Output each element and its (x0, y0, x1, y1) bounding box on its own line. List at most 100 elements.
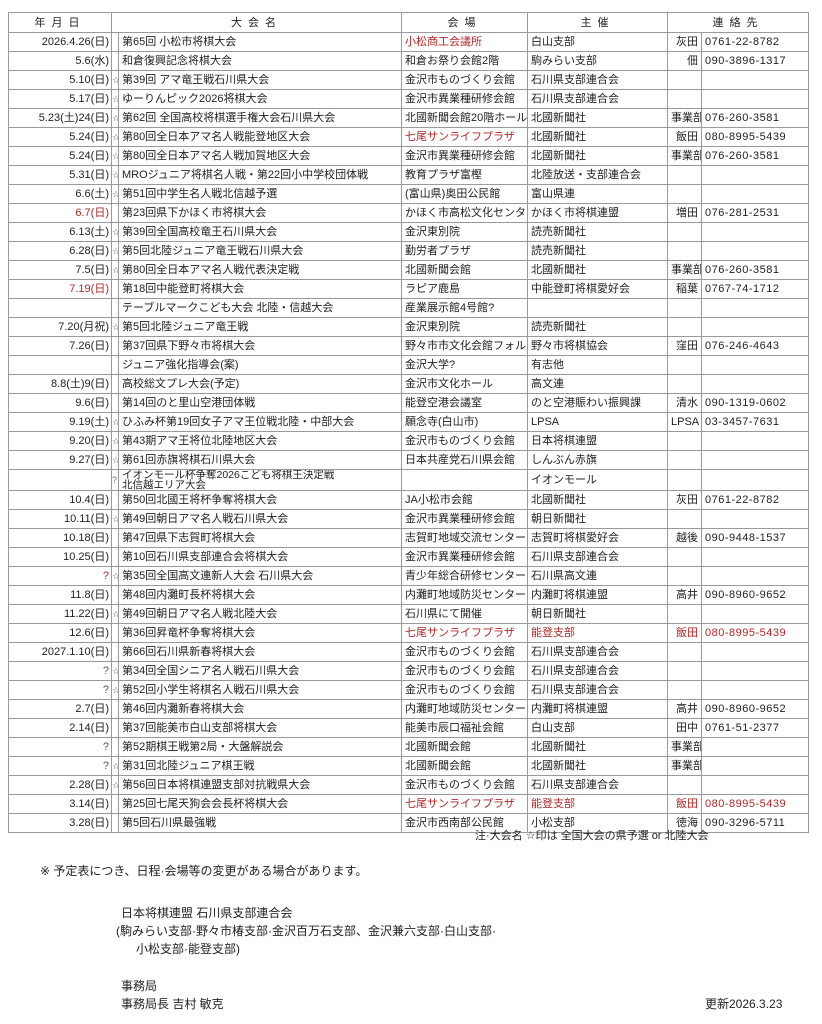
row-contact-phone: 0761-22-8782 (701, 490, 809, 510)
row-organizer: 内灘町将棋連盟 (527, 699, 668, 719)
row-contact-phone: 076-281-2531 (701, 203, 809, 223)
director-name: 事務局長 吉村 敏克 (121, 997, 224, 1011)
row-venue: 金沢市異業種研修会館 (401, 146, 528, 166)
row-star-mark: ? (111, 469, 119, 491)
row-venue: 青少年総合研修センター (401, 566, 528, 586)
updated-date: 更新2026.3.23 (705, 997, 783, 1011)
row-contact-person: 越後 (667, 528, 702, 548)
row-star-mark: ☆ (111, 775, 119, 795)
row-contact-person: 事業部 (667, 737, 702, 757)
row-date: 9.27(日) (8, 450, 112, 470)
row-contact-person (667, 298, 702, 318)
row-star-mark (111, 393, 119, 413)
row-event-name: 第39回全国高校竜王石川県大会 (118, 222, 402, 242)
row-star-mark (111, 374, 119, 394)
row-date: 5.10(日) (8, 70, 112, 90)
row-star-mark: ☆ (111, 108, 119, 128)
row-star-mark: ☆ (111, 661, 119, 681)
row-star-mark (111, 718, 119, 738)
row-organizer: 石川県支部連合会 (527, 547, 668, 567)
row-date: 10.18(日) (8, 528, 112, 548)
row-venue: 金沢市異業種研修会館 (401, 509, 528, 529)
row-event-name: 第43期アマ王将位北陸地区大会 (118, 431, 402, 451)
row-organizer: 読売新聞社 (527, 317, 668, 337)
row-organizer: 白山支部 (527, 32, 668, 52)
row-date: 5.31(日) (8, 165, 112, 185)
row-contact-person (667, 509, 702, 529)
row-venue: 産業展示館4号館? (401, 298, 528, 318)
row-event-name: 第5回石川県最強戦 (118, 813, 402, 833)
row-venue: 金沢市ものづくり会館 (401, 70, 528, 90)
table-row: 2.14(日) 第37回能美市白山支部将棋大会 能美市辰口福祉会館 白山支部 田中 076… (8, 718, 809, 738)
row-event-name: 第23回県下かほく市将棋大会 (118, 203, 402, 223)
row-event-name: MROジュニア将棋名人戦・第22回小中学校団体戦 (118, 165, 402, 185)
row-star-mark (111, 355, 119, 375)
row-star-mark: ☆ (111, 241, 119, 261)
table-row: 7.5(日)☆第80回全日本アマ名人戦代表決定戦北國新聞会館北國新聞社事業部07… (8, 260, 809, 280)
table-row: 5.23(土)24(日)☆第62回 全国高校将棋選手権大会石川県大会北國新聞会館… (8, 108, 809, 128)
row-event-name: 第80回全日本アマ名人戦能登地区大会 (118, 127, 402, 147)
table-row: 7.26(日) 第37回県下野々市将棋大会 野々市市文化会館フォルテ 野々市将棋協会窪… (8, 336, 809, 356)
row-contact-phone: 0767-74-1712 (701, 279, 809, 299)
row-venue: 小松商工会議所 (401, 32, 528, 52)
row-event-name: 第35回全国高文連新人大会 石川県大会 (118, 566, 402, 586)
table-row: 2027.1.10(日) 第66回石川県新春将棋大会 金沢市ものづくり会館 石川県支部… (8, 642, 809, 662)
table-body: 2026.4.26(日) 第65回 小松市将棋大会 小松商工会議所 白山支部 灰田 076… (8, 32, 809, 833)
row-contact-phone: 080-8995-5439 (701, 794, 809, 814)
table-row: 5.31(日)☆MROジュニア将棋名人戦・第22回小中学校団体戦教育プラザ富樫北… (8, 165, 809, 185)
row-contact-phone (701, 70, 809, 90)
row-venue: 能美市辰口福祉会館 (401, 718, 528, 738)
row-date: 7.5(日) (8, 260, 112, 280)
row-date: 5.17(日) (8, 89, 112, 109)
table-row: 6.7(日) 第23回県下かほく市将棋大会 かほく市高松文化センター かほく市将棋連盟… (8, 203, 809, 223)
row-venue: 金沢市ものづくり会館 (401, 431, 528, 451)
row-contact-phone (701, 450, 809, 470)
row-star-mark (111, 528, 119, 548)
row-event-name: 第66回石川県新春将棋大会 (118, 642, 402, 662)
row-venue: 金沢市西南部公民館 (401, 813, 528, 833)
row-venue: 北國新聞会館 (401, 260, 528, 280)
table-row: 5.6(水) 和倉復興記念将棋大会 和倉お祭り会館2階 駒みらい支部佃 090-3896… (8, 51, 809, 71)
row-event-name: 第34回全国シニア名人戦石川県大会 (118, 661, 402, 681)
table-row: 2.7(日) 第46回内灘新春将棋大会 内灘町地域防災センター 内灘町将棋連盟 高井 09… (8, 699, 809, 719)
row-contact-person: 徳海 (667, 813, 702, 833)
row-date: 6.13(土) (8, 222, 112, 242)
row-star-mark (111, 737, 119, 757)
row-contact-phone: 090-8960-9652 (701, 699, 809, 719)
row-date: 2026.4.26(日) (8, 32, 112, 52)
header-name: 大会名 (111, 12, 402, 33)
table-note: 注·大会名 ☆印は 全国大会の県予選 or 北陸大会 (475, 830, 709, 842)
row-contact-phone: 0761-51-2377 (701, 718, 809, 738)
row-organizer: 石川県高文連 (527, 566, 668, 586)
row-venue: 願念寺(白山市) (401, 412, 528, 432)
row-event-name: 第49回朝日アマ名人戦北陸大会 (118, 604, 402, 624)
row-date: 3.28(日) (8, 813, 112, 833)
row-contact-phone (701, 89, 809, 109)
row-contact-phone: 0761-22-8782 (701, 32, 809, 52)
row-star-mark (111, 51, 119, 71)
row-event-name: 第37回能美市白山支部将棋大会 (118, 718, 402, 738)
row-contact-phone: 090-3296-5711 (701, 813, 809, 833)
row-venue: 北國新聞会館 (401, 737, 528, 757)
row-contact-person: 事業部 (667, 260, 702, 280)
table-row: ? 第52期棋王戦第2局・大盤解説会 北國新聞会館 北國新聞社 事業部 (8, 737, 809, 757)
row-date: 12.6(日) (8, 623, 112, 643)
row-event-name: ゆーりんピック2026将棋大会 (118, 89, 402, 109)
row-star-mark: ☆ (111, 412, 119, 432)
row-star-mark: ☆ (111, 184, 119, 204)
row-star-mark (111, 585, 119, 605)
row-event-name: 第36回昇竜杯争奪将棋大会 (118, 623, 402, 643)
row-contact-phone: 090-1319-0602 (701, 393, 809, 413)
row-contact-person (667, 184, 702, 204)
row-organizer: 北國新聞社 (527, 737, 668, 757)
row-event-name: 第49回朝日アマ名人戦石川県大会 (118, 509, 402, 529)
table-row: 12.6(日) 第36回昇竜杯争奪将棋大会 七尾サンライフプラザ 能登支部 飯田 080-… (8, 623, 809, 643)
row-date: 3.14(日) (8, 794, 112, 814)
row-contact-person (667, 642, 702, 662)
row-star-mark (111, 699, 119, 719)
row-contact-phone (701, 241, 809, 261)
row-venue: 金沢市文化ホール (401, 374, 528, 394)
